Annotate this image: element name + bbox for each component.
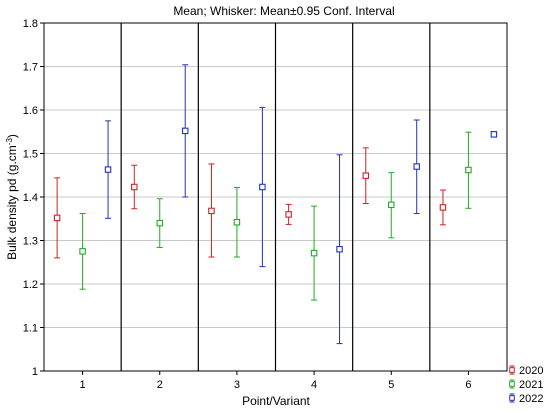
legend-label: 2022 <box>519 393 543 405</box>
chart-title: Mean; Whisker: Mean±0.95 Conf. Interval <box>173 4 394 18</box>
legend-label: 2020 <box>519 365 543 377</box>
legend-marker <box>509 381 515 387</box>
mean-marker <box>233 218 241 226</box>
mean-marker <box>131 183 138 191</box>
legend-item-2022: 2022 <box>509 393 543 405</box>
mean-marker <box>53 214 61 222</box>
x-tick-label: 6 <box>465 379 471 391</box>
y-tick-label: 1.6 <box>23 105 38 117</box>
mean-marker <box>336 245 343 253</box>
panel-dividers <box>120 23 431 371</box>
mean-marker <box>79 248 86 255</box>
x-tick-label: 2 <box>157 379 163 391</box>
y-axis-label: Bulk density pd (g.cm-3) <box>5 134 19 260</box>
y-tick-label: 1.4 <box>23 192 38 204</box>
mean-marker <box>285 211 292 218</box>
legend-label: 2021 <box>519 379 543 391</box>
legend-marker <box>509 395 515 401</box>
mean-marker <box>387 201 395 209</box>
mean-marker <box>490 131 498 138</box>
legend: 2020 2021 2022 <box>509 365 543 405</box>
y-tick-label: 1.1 <box>23 323 38 335</box>
mean-marker <box>413 163 420 170</box>
y-tick-label: 1 <box>32 366 38 378</box>
mean-marker <box>156 219 164 227</box>
mean-marker <box>208 207 215 215</box>
y-tick-label: 1.2 <box>23 279 38 291</box>
y-tick-label: 1.5 <box>23 149 38 161</box>
series-2021 <box>79 131 472 301</box>
y-axis-label-main: Bulk density pd (g.cm <box>5 145 19 260</box>
x-tick-label: 3 <box>234 379 240 391</box>
x-tick-label: 1 <box>80 379 86 391</box>
x-tick-label: 4 <box>311 379 317 391</box>
data-series <box>53 64 498 345</box>
legend-item-2020: 2020 <box>509 365 543 377</box>
x-axis-label: Point/Variant <box>242 394 310 408</box>
y-tick-label: 1.3 <box>23 236 38 248</box>
mean-marker <box>310 249 318 257</box>
y-tick-label: 1.7 <box>23 62 38 74</box>
series-2020 <box>53 147 447 259</box>
mean-marker <box>465 166 472 174</box>
legend-item-2021: 2021 <box>509 379 543 391</box>
y-axis: 1 1.1 1.2 1.3 1.4 1.5 1.6 1.7 1.8 <box>23 18 44 378</box>
series-2022 <box>104 64 498 345</box>
mean-marker <box>259 183 266 191</box>
mean-marker <box>181 127 189 135</box>
y-axis-label-exponent: -3 <box>5 138 14 146</box>
plot-frame <box>43 22 508 372</box>
mean-marker <box>439 204 447 211</box>
mean-marker <box>362 172 370 179</box>
y-axis-label-close: ) <box>5 134 19 138</box>
mean-marker <box>104 166 112 173</box>
legend-marker <box>509 367 515 373</box>
x-tick-label: 5 <box>388 379 394 391</box>
x-axis: 1 2 3 4 5 6 <box>80 371 471 391</box>
y-tick-label: 1.8 <box>23 18 38 30</box>
